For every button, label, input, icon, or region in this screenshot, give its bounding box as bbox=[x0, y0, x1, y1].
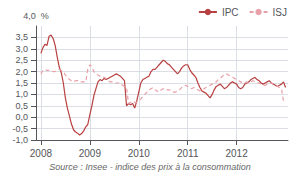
svg-text:0,0: 0,0 bbox=[15, 112, 28, 122]
svg-text:2,0: 2,0 bbox=[15, 67, 28, 77]
svg-text:2008: 2008 bbox=[30, 148, 53, 159]
svg-text:1,5: 1,5 bbox=[15, 78, 28, 88]
svg-text:ISJ: ISJ bbox=[273, 7, 287, 18]
svg-text:-0,5: -0,5 bbox=[12, 124, 28, 134]
svg-text:2012: 2012 bbox=[225, 148, 248, 159]
svg-text:2,5: 2,5 bbox=[15, 55, 28, 65]
svg-text:IPC: IPC bbox=[222, 7, 239, 18]
svg-text:3,0: 3,0 bbox=[15, 44, 28, 54]
svg-text:0,5: 0,5 bbox=[15, 101, 28, 111]
svg-text:2010: 2010 bbox=[128, 148, 151, 159]
svg-text:4,0 %: 4,0 % bbox=[23, 11, 49, 21]
svg-text:1,0: 1,0 bbox=[15, 89, 28, 99]
svg-text:2011: 2011 bbox=[177, 148, 199, 159]
svg-text:-1,0: -1,0 bbox=[12, 135, 28, 145]
svg-text:3,5: 3,5 bbox=[15, 32, 28, 42]
svg-text:Source : Insee - indice des pr: Source : Insee - indice des prix à la co… bbox=[49, 162, 251, 172]
svg-text:2009: 2009 bbox=[79, 148, 102, 159]
